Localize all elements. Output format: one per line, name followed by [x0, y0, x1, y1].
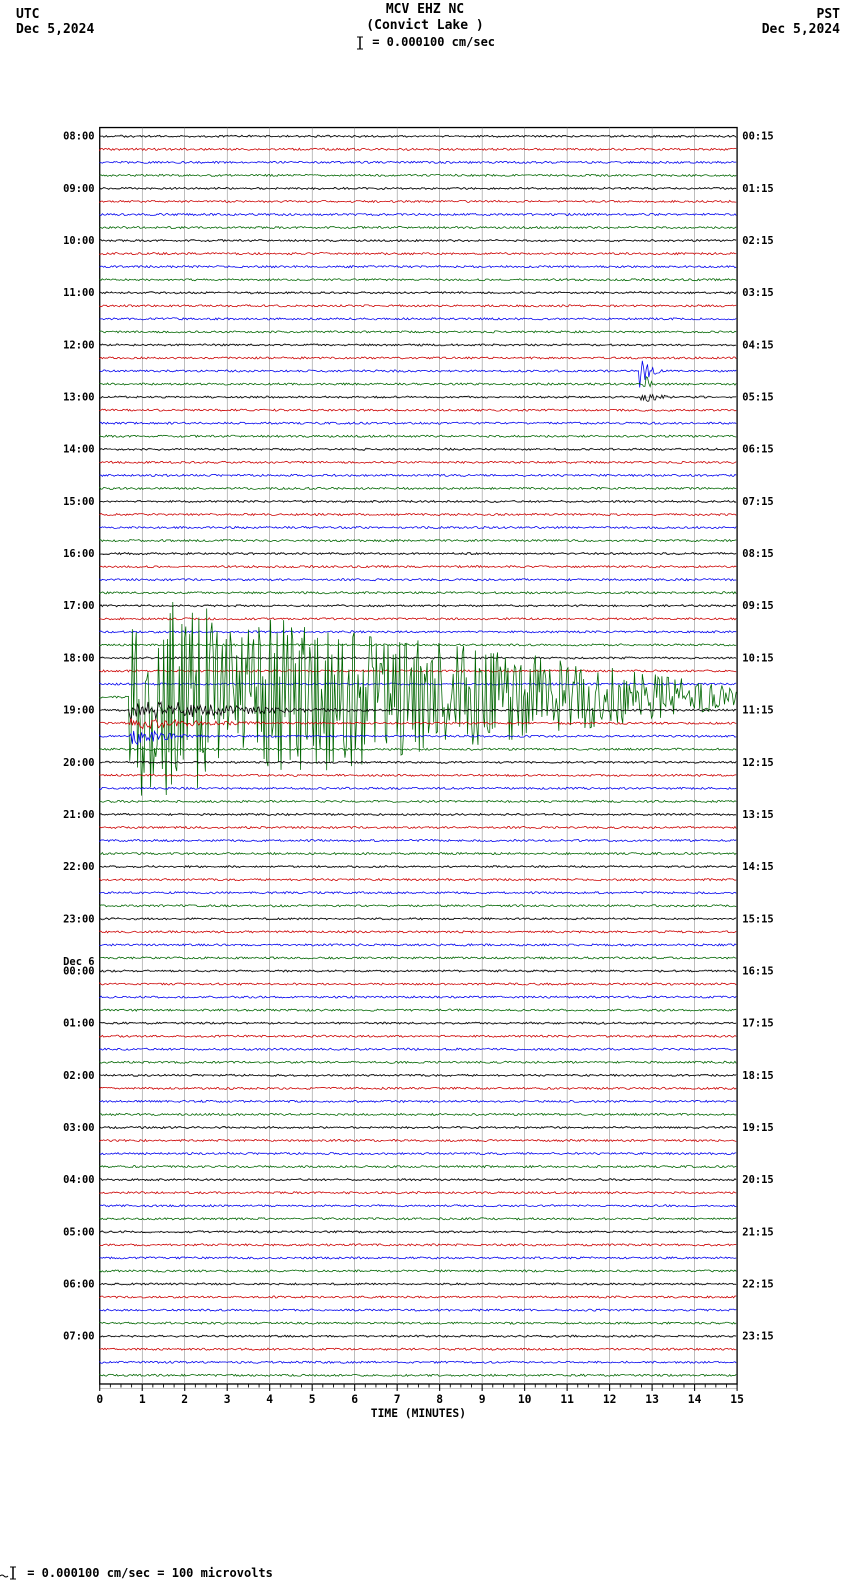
svg-text:05:00: 05:00 — [63, 1226, 94, 1238]
svg-text:22:15: 22:15 — [742, 1278, 773, 1290]
svg-text:15: 15 — [730, 1393, 744, 1406]
scale-text: = 0.000100 cm/sec — [372, 35, 495, 49]
svg-text:04:00: 04:00 — [63, 1174, 94, 1186]
svg-text:6: 6 — [351, 1393, 358, 1406]
svg-text:2: 2 — [181, 1393, 188, 1406]
svg-text:10:15: 10:15 — [742, 652, 773, 664]
svg-text:15:15: 15:15 — [742, 913, 773, 925]
svg-text:14:00: 14:00 — [63, 444, 94, 456]
svg-text:13: 13 — [645, 1393, 659, 1406]
svg-text:10: 10 — [518, 1393, 532, 1406]
svg-text:03:00: 03:00 — [63, 1122, 94, 1134]
svg-text:11:15: 11:15 — [742, 705, 773, 717]
svg-text:00:15: 00:15 — [742, 131, 773, 143]
svg-text:08:15: 08:15 — [742, 548, 773, 560]
svg-text:23:15: 23:15 — [742, 1331, 773, 1343]
svg-text:22:00: 22:00 — [63, 861, 94, 873]
footer-text: = 0.000100 cm/sec = 100 microvolts — [27, 1566, 273, 1580]
svg-text:05:15: 05:15 — [742, 392, 773, 404]
svg-text:17:15: 17:15 — [742, 1018, 773, 1030]
svg-text:4: 4 — [266, 1393, 273, 1406]
svg-text:21:15: 21:15 — [742, 1226, 773, 1238]
utc-label: UTC — [16, 7, 94, 22]
svg-text:06:00: 06:00 — [63, 1278, 94, 1290]
scale-note: = 0.000100 cm/sec — [0, 35, 850, 50]
title-block: MCV EHZ NC (Convict Lake ) = 0.000100 cm… — [0, 2, 850, 50]
svg-text:14:15: 14:15 — [742, 861, 773, 873]
svg-text:21:00: 21:00 — [63, 809, 94, 821]
svg-text:19:15: 19:15 — [742, 1122, 773, 1134]
svg-text:02:00: 02:00 — [63, 1070, 94, 1082]
svg-text:12:00: 12:00 — [63, 339, 94, 351]
svg-text:9: 9 — [479, 1393, 486, 1406]
svg-text:23:00: 23:00 — [63, 913, 94, 925]
footer-scale-icon — [0, 1566, 20, 1580]
svg-text:03:15: 03:15 — [742, 287, 773, 299]
svg-text:18:15: 18:15 — [742, 1070, 773, 1082]
svg-text:19:00: 19:00 — [63, 705, 94, 717]
svg-text:01:00: 01:00 — [63, 1018, 94, 1030]
svg-text:20:15: 20:15 — [742, 1174, 773, 1186]
svg-text:20:00: 20:00 — [63, 757, 94, 769]
svg-text:07:15: 07:15 — [742, 496, 773, 508]
svg-text:5: 5 — [309, 1393, 316, 1406]
svg-text:11:00: 11:00 — [63, 287, 94, 299]
svg-text:15:00: 15:00 — [63, 496, 94, 508]
svg-text:13:00: 13:00 — [63, 392, 94, 404]
svg-text:18:00: 18:00 — [63, 652, 94, 664]
svg-text:12: 12 — [603, 1393, 617, 1406]
svg-text:06:15: 06:15 — [742, 444, 773, 456]
svg-text:8: 8 — [436, 1393, 443, 1406]
svg-text:16:00: 16:00 — [63, 548, 94, 560]
svg-text:12:15: 12:15 — [742, 757, 773, 769]
svg-text:10:00: 10:00 — [63, 235, 94, 247]
svg-text:07:00: 07:00 — [63, 1331, 94, 1343]
helicorder-container: UTC Dec 5,2024 MCV EHZ NC (Convict Lake … — [0, 0, 850, 1584]
svg-text:1: 1 — [139, 1393, 146, 1406]
svg-text:13:15: 13:15 — [742, 809, 773, 821]
pst-label: PST — [762, 7, 840, 22]
helicorder-plot: 0123456789101112131415TIME (MINUTES)08:0… — [58, 55, 791, 1500]
svg-text:08:00: 08:00 — [63, 131, 94, 143]
svg-text:0: 0 — [96, 1393, 103, 1406]
svg-text:00:00: 00:00 — [63, 965, 94, 977]
svg-text:09:15: 09:15 — [742, 600, 773, 612]
svg-text:7: 7 — [394, 1393, 401, 1406]
svg-text:11: 11 — [560, 1393, 574, 1406]
utc-date: Dec 5,2024 — [16, 22, 94, 37]
svg-text:16:15: 16:15 — [742, 965, 773, 977]
utc-block: UTC Dec 5,2024 — [16, 7, 94, 37]
svg-text:09:00: 09:00 — [63, 183, 94, 195]
svg-text:02:15: 02:15 — [742, 235, 773, 247]
svg-text:14: 14 — [688, 1393, 702, 1406]
footer: = 0.000100 cm/sec = 100 microvolts — [0, 1566, 273, 1581]
header: UTC Dec 5,2024 MCV EHZ NC (Convict Lake … — [0, 2, 850, 50]
svg-text:01:15: 01:15 — [742, 183, 773, 195]
svg-text:17:00: 17:00 — [63, 600, 94, 612]
pst-block: PST Dec 5,2024 — [762, 7, 840, 37]
svg-text:3: 3 — [224, 1393, 231, 1406]
station-name: MCV EHZ NC — [0, 2, 850, 18]
svg-text:04:15: 04:15 — [742, 339, 773, 351]
station-location: (Convict Lake ) — [0, 18, 850, 34]
svg-text:TIME (MINUTES): TIME (MINUTES) — [371, 1407, 466, 1420]
pst-date: Dec 5,2024 — [762, 22, 840, 37]
scale-bar-icon — [355, 36, 365, 50]
